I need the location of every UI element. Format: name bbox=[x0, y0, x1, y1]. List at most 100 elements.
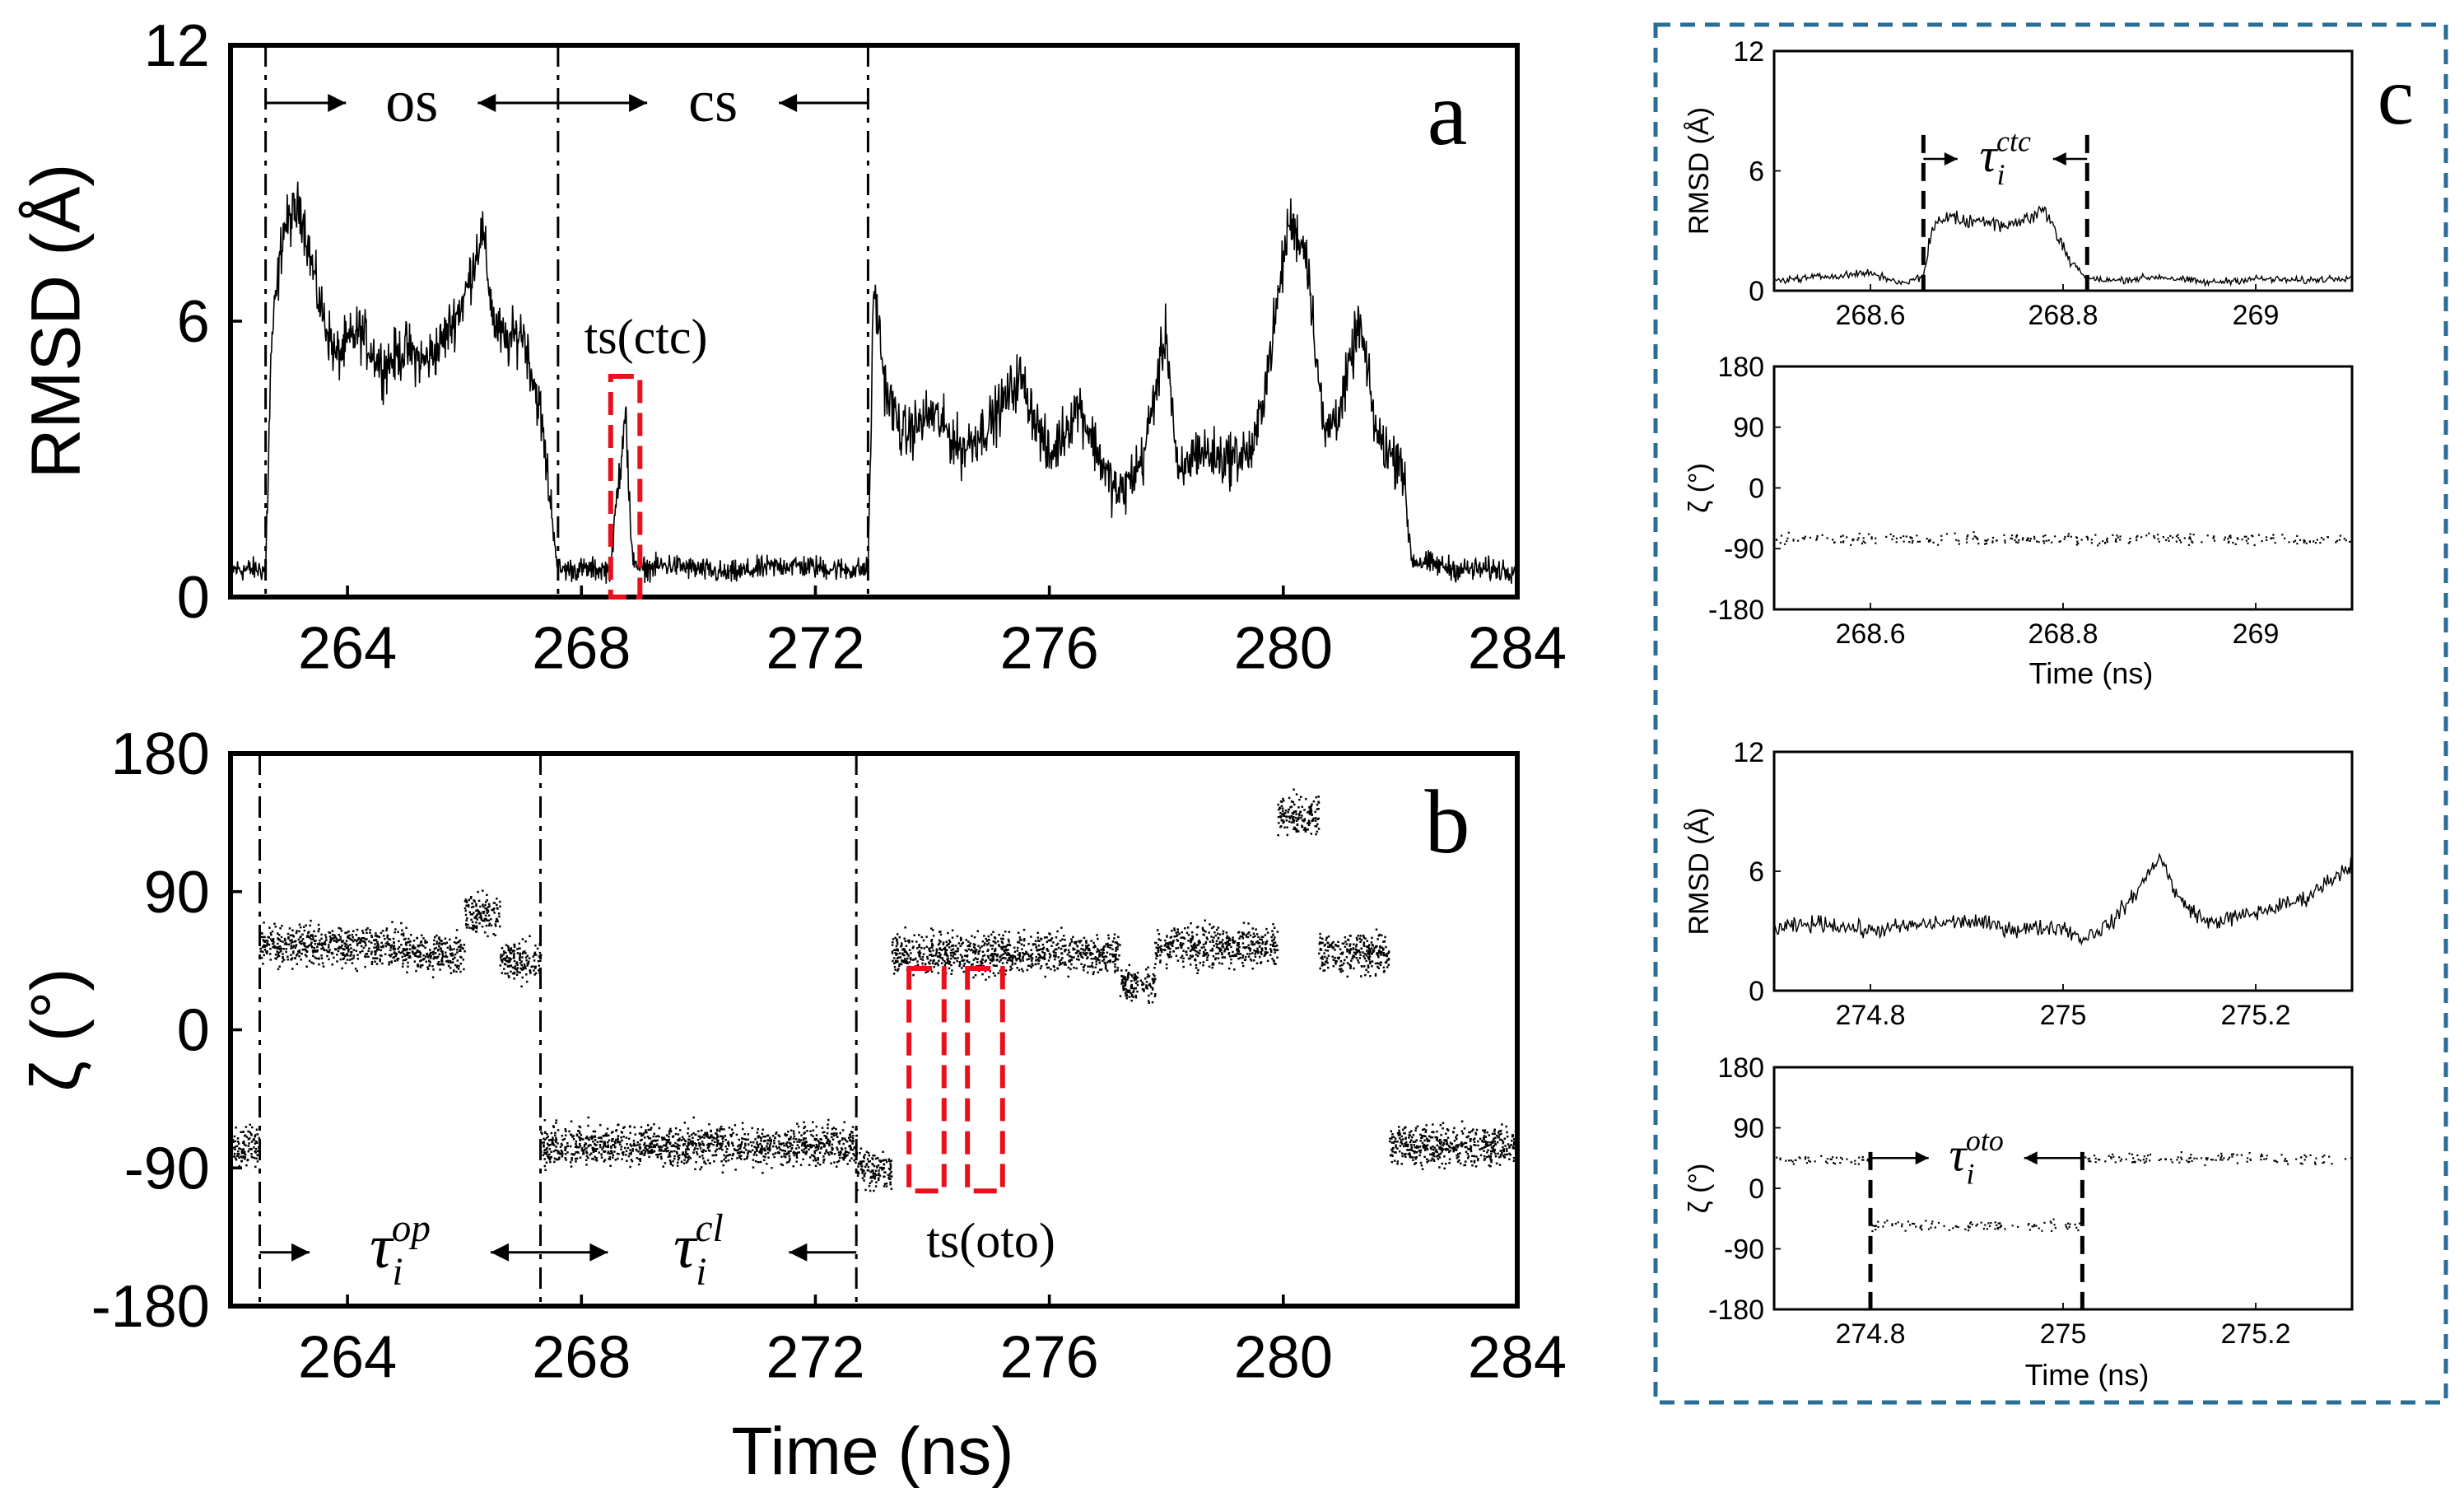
zeta-state-points bbox=[856, 1147, 893, 1192]
y-axis-label: ζ (°) bbox=[16, 968, 94, 1092]
panel-b-zeta-chart: 264 268 272 276 280 284 -180 -90 0 90 180 ζ (°) b τio… bbox=[16, 721, 1567, 1390]
panel-label: c bbox=[2378, 50, 2414, 142]
y-axis-label: RMSD (Å) bbox=[1684, 808, 1715, 935]
zeta-state-points bbox=[2082, 1151, 2353, 1167]
y-tick-label: 0 bbox=[177, 998, 210, 1064]
zeta-state-points bbox=[259, 919, 408, 973]
y-axis-label: RMSD (Å) bbox=[1684, 107, 1715, 235]
zeta-state-points bbox=[463, 889, 501, 938]
y-tick-label: 12 bbox=[1733, 36, 1764, 68]
zeta-state-points bbox=[1119, 963, 1157, 1005]
zeta-state-points bbox=[540, 1116, 859, 1174]
panel-b-x-axis-label: Time (ns) bbox=[731, 1414, 1013, 1489]
panel-c2-x-axis-label: Time (ns) bbox=[2029, 656, 2154, 690]
x-tick-label: 268.8 bbox=[2028, 618, 2098, 650]
x-tick-label: 269 bbox=[2233, 300, 2280, 331]
zeta-state-points bbox=[1318, 928, 1390, 978]
x-tick-label: 275 bbox=[2040, 1318, 2087, 1350]
x-tick-label: 264 bbox=[298, 615, 397, 681]
arrow-head bbox=[491, 1243, 510, 1262]
y-tick-label: 0 bbox=[1749, 473, 1764, 504]
y-tick-label: 90 bbox=[1733, 413, 1764, 444]
panel-a-rmsd-chart: 264 268 272 276 280 284 0 6 12 RMSD (Å) a os cs ts(ct… bbox=[16, 13, 1567, 681]
y-tick-label: 6 bbox=[1749, 156, 1764, 187]
panel-c4-x-axis-label: Time (ns) bbox=[2025, 1358, 2150, 1392]
y-tick-label: 0 bbox=[1749, 1173, 1764, 1205]
x-tick-label: 268.6 bbox=[1835, 618, 1905, 650]
rmsd-series-line bbox=[1773, 205, 2353, 287]
y-tick-label: 12 bbox=[1733, 737, 1764, 768]
transition-highlight-box bbox=[906, 965, 947, 1194]
x-tick-label: 268 bbox=[532, 615, 631, 681]
arrow-head bbox=[2024, 1151, 2038, 1165]
y-tick-label: 180 bbox=[1717, 1052, 1764, 1084]
y-tick-label: -180 bbox=[1708, 595, 1764, 626]
arrow-head bbox=[477, 94, 496, 112]
arrow-head bbox=[2052, 152, 2066, 166]
y-tick-label: 0 bbox=[1749, 976, 1764, 1007]
y-axis-label: RMSD (Å) bbox=[16, 164, 94, 479]
rmsd-series-line bbox=[230, 181, 1518, 584]
y-tick-label: -180 bbox=[1708, 1295, 1764, 1326]
x-tick-label: 268 bbox=[532, 1324, 631, 1390]
rmsd-series-line bbox=[1773, 852, 2353, 946]
plot-frame bbox=[1772, 365, 2354, 611]
transition-highlight-box bbox=[608, 374, 643, 600]
zeta-state-points bbox=[1776, 1155, 1870, 1165]
plot-frame bbox=[1772, 1066, 2354, 1311]
arrow-head bbox=[589, 1243, 608, 1262]
x-tick-label: 275.2 bbox=[2220, 1318, 2290, 1350]
interval-tau-label: τioto bbox=[1949, 1124, 2004, 1191]
zeta-state-points bbox=[1277, 788, 1320, 837]
y-axis-label: ζ (°) bbox=[1684, 1164, 1715, 1214]
y-tick-label: 180 bbox=[1717, 352, 1764, 383]
x-tick-label: 269 bbox=[2233, 618, 2280, 650]
zeta-state-points bbox=[1775, 531, 2353, 547]
y-tick-label: -90 bbox=[1724, 534, 1764, 565]
zeta-state-points bbox=[405, 929, 466, 979]
zeta-state-points bbox=[1388, 1120, 1519, 1171]
interval-tau-label: τiop bbox=[370, 1207, 431, 1294]
y-tick-label: 0 bbox=[177, 565, 210, 631]
y-tick-label: -180 bbox=[91, 1274, 210, 1340]
x-tick-label: 284 bbox=[1468, 1324, 1567, 1390]
zeta-state-points bbox=[1870, 1218, 2081, 1233]
arrow-head bbox=[291, 1243, 310, 1262]
arrow-head bbox=[779, 94, 798, 112]
panel-c3-rmsd-chart: 274.8 275 275.2 0 6 12 RMSD (Å) bbox=[1684, 737, 2354, 1031]
arrow-head bbox=[789, 1243, 808, 1262]
plot-frame bbox=[1772, 49, 2354, 292]
x-tick-label: 274.8 bbox=[1835, 1318, 1905, 1350]
y-tick-label: 0 bbox=[1749, 276, 1764, 307]
y-tick-label: 90 bbox=[144, 860, 210, 926]
panel-label: b bbox=[1425, 772, 1470, 872]
y-tick-label: 180 bbox=[111, 721, 210, 787]
x-tick-label: 274.8 bbox=[1835, 1000, 1905, 1031]
segment-label: os bbox=[385, 68, 438, 134]
x-tick-label: 280 bbox=[1234, 615, 1333, 681]
panel-label: a bbox=[1428, 63, 1468, 164]
zeta-state-points bbox=[230, 1123, 262, 1169]
arrow-head bbox=[629, 94, 648, 112]
plot-frame bbox=[1772, 750, 2354, 992]
arrow-head bbox=[1915, 1151, 1929, 1165]
zeta-state-points bbox=[1154, 919, 1279, 974]
transition-annotation: ts(ctc) bbox=[585, 310, 708, 364]
y-axis-label: ζ (°) bbox=[1684, 463, 1715, 513]
x-tick-label: 268.8 bbox=[2028, 300, 2098, 331]
x-tick-label: 275.2 bbox=[2220, 1000, 2290, 1031]
x-tick-label: 280 bbox=[1234, 1324, 1333, 1390]
y-tick-label: -90 bbox=[124, 1136, 210, 1201]
x-tick-label: 268.6 bbox=[1835, 300, 1905, 331]
y-tick-label: -90 bbox=[1724, 1234, 1764, 1265]
y-tick-label: 6 bbox=[1749, 856, 1764, 888]
x-tick-label: 284 bbox=[1468, 615, 1567, 681]
arrow-head bbox=[1944, 152, 1958, 166]
panel-c2-zeta-chart: 268.6 268.8 269 -180 -90 0 90 180 ζ (°) bbox=[1684, 352, 2354, 650]
panel-c-frame bbox=[1653, 22, 2448, 1405]
x-tick-label: 275 bbox=[2040, 1000, 2087, 1031]
x-tick-label: 272 bbox=[766, 1324, 864, 1390]
arrow-head bbox=[328, 94, 347, 112]
x-tick-label: 276 bbox=[1000, 615, 1099, 681]
